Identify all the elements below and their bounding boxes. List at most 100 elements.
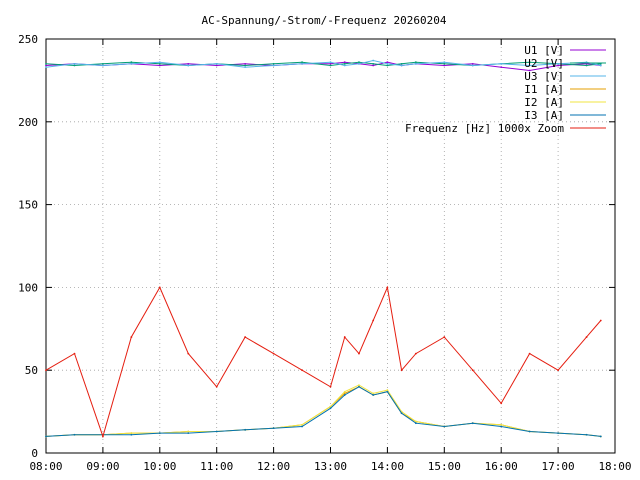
data-point (443, 64, 446, 67)
legend-label: I3 [A] (524, 109, 564, 122)
axes: 08:00 09:00 10:00 11:00 12:00 13:00 14:00 15:00… (18, 33, 631, 473)
data-point (130, 432, 133, 435)
data-point (343, 61, 346, 64)
legend-label: I1 [A] (524, 83, 564, 96)
x-tick-label: 15:00 (428, 460, 461, 473)
legend-label: U2 [V] (524, 57, 564, 70)
data-point (343, 390, 346, 393)
data-point (187, 64, 190, 67)
data-point (215, 430, 218, 433)
data-point (414, 422, 417, 425)
data-point (244, 62, 247, 65)
data-point (187, 352, 190, 355)
data-point (272, 427, 275, 430)
data-point (187, 432, 190, 435)
data-point (443, 425, 446, 428)
data-point (329, 385, 332, 388)
x-tick-label: 10:00 (143, 460, 176, 473)
data-point (386, 61, 389, 64)
x-tick-label: 12:00 (257, 460, 290, 473)
legend-label: I2 [A] (524, 96, 564, 109)
data-point (244, 428, 247, 431)
data-point (301, 62, 303, 65)
data-point (130, 433, 133, 436)
data-point (386, 64, 389, 67)
data-point (528, 69, 531, 72)
data-point (215, 62, 218, 65)
data-point (528, 61, 531, 64)
data-point (372, 64, 375, 67)
data-point (414, 352, 417, 355)
data-point (130, 61, 133, 64)
data-point (599, 319, 602, 322)
data-point (272, 352, 275, 355)
data-point (500, 425, 503, 428)
data-point (528, 64, 531, 67)
data-point (414, 420, 417, 423)
data-point (443, 61, 446, 64)
data-point (372, 62, 375, 65)
data-point (528, 352, 531, 355)
data-point (187, 62, 190, 65)
data-point (585, 336, 588, 338)
x-tick-label: 18:00 (598, 460, 631, 473)
legend-label: U3 [V] (524, 70, 564, 83)
x-tick-label: 09:00 (86, 460, 119, 473)
data-point (372, 319, 375, 322)
data-point (557, 369, 559, 372)
data-point (73, 62, 76, 65)
data-point (343, 336, 346, 338)
data-point (102, 435, 104, 438)
data-point (358, 61, 360, 64)
y-tick-label: 200 (18, 116, 38, 129)
data-point (599, 435, 602, 438)
data-point (358, 384, 360, 387)
data-point (272, 64, 275, 67)
data-point (301, 423, 303, 426)
data-point (372, 59, 375, 62)
series-line (45, 386, 601, 437)
y-tick-label: 150 (18, 199, 38, 212)
data-point (372, 394, 375, 396)
data-point (471, 422, 474, 425)
data-point (557, 432, 559, 435)
data-point (471, 62, 474, 65)
data-point (400, 369, 403, 372)
x-tick-label: 08:00 (29, 460, 62, 473)
data-point (329, 407, 332, 410)
data-point (500, 402, 503, 405)
data-point (272, 62, 275, 65)
data-point (158, 286, 161, 289)
data-point (102, 64, 104, 67)
data-point (343, 392, 346, 395)
series-group (45, 59, 602, 439)
data-point (528, 430, 531, 433)
data-point (585, 433, 588, 436)
data-point (386, 62, 389, 65)
legend-label: Frequenz [Hz] 1000x Zoom (405, 122, 564, 135)
series-line (45, 285, 602, 439)
y-tick-label: 100 (18, 281, 38, 294)
data-point (158, 64, 161, 67)
data-point (187, 430, 190, 433)
data-point (329, 62, 332, 65)
data-point (343, 64, 346, 67)
chart-title: AC-Spannung/-Strom/-Frequenz 20260204 (201, 14, 446, 27)
data-point (244, 66, 247, 69)
data-point (500, 423, 503, 426)
data-point (471, 369, 474, 372)
data-point (599, 64, 602, 67)
data-point (215, 64, 218, 67)
data-point (45, 435, 47, 438)
legend-label: U1 [V] (524, 44, 564, 57)
x-tick-label: 16:00 (485, 460, 518, 473)
data-point (500, 62, 503, 65)
data-point (130, 62, 133, 65)
data-point (443, 62, 446, 65)
data-point (471, 64, 474, 67)
series-line (45, 59, 601, 68)
data-point (358, 352, 360, 355)
plot-frame (45, 38, 616, 454)
data-point (414, 61, 417, 64)
